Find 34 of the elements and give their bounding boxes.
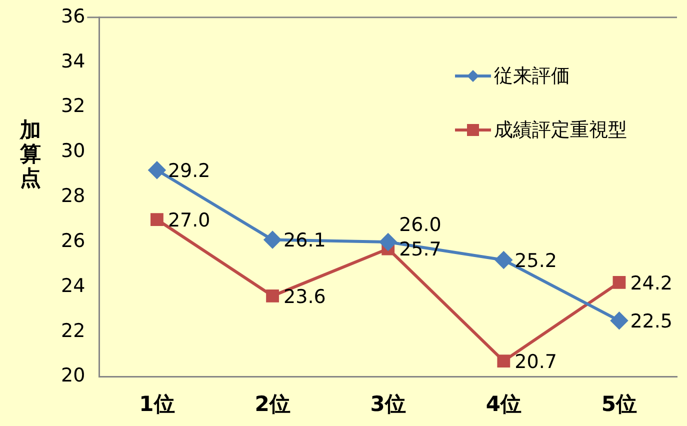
y-tick-label: 24 — [60, 274, 86, 297]
data-label: 20.7 — [514, 351, 557, 374]
data-label: 29.2 — [168, 160, 210, 182]
y-tick-label: 32 — [60, 95, 86, 118]
point — [612, 276, 626, 289]
y-tick-label: 36 — [60, 5, 86, 28]
legend-label: 成績評定重視型 — [494, 118, 627, 143]
y-tick-label: 34 — [60, 50, 86, 72]
data-label: 23.6 — [284, 286, 326, 308]
point — [497, 354, 510, 368]
point — [380, 234, 397, 251]
x-tick-label: 5位 — [601, 392, 638, 416]
x-tick-label: 3位 — [370, 392, 406, 416]
data-label: 22.5 — [630, 310, 673, 333]
point — [150, 213, 164, 226]
x-tick-label: 2位 — [254, 392, 290, 416]
y-tick-label: 22 — [60, 320, 86, 342]
data-label: 24.2 — [630, 272, 673, 294]
y-axis-title: 加算点 — [20, 118, 41, 190]
y-tick-label: 20 — [60, 364, 86, 387]
x-tick-label: 1位 — [139, 392, 175, 416]
point — [264, 231, 282, 248]
legend-label: 従来評価 — [494, 64, 570, 89]
point — [266, 289, 279, 302]
data-label: 25.2 — [514, 250, 557, 272]
y-tick-label: 26 — [60, 230, 86, 252]
point — [495, 251, 512, 268]
y-tick-label: 28 — [60, 185, 86, 208]
point — [610, 312, 628, 330]
point — [148, 162, 166, 179]
data-label: 26.0 — [399, 214, 442, 236]
y-tick-label: 30 — [60, 140, 86, 162]
x-tick-label: 4位 — [486, 392, 522, 416]
data-label: 27.0 — [168, 210, 210, 232]
